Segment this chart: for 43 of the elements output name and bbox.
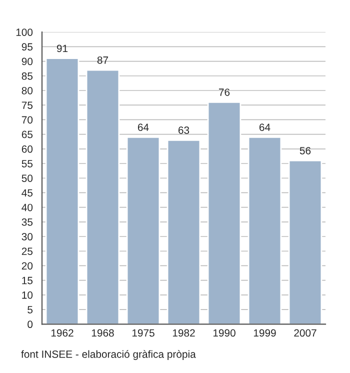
y-tick-label: 85 <box>22 72 33 80</box>
bar <box>166 139 201 324</box>
x-tick-label: 1990 <box>213 329 236 337</box>
data-label: 63 <box>178 126 190 134</box>
x-tick-label: 1982 <box>172 329 195 337</box>
data-label: 76 <box>218 88 230 96</box>
x-tick-label: 1968 <box>92 329 114 337</box>
data-label: 56 <box>300 146 311 154</box>
x-tick-label: 2007 <box>294 329 316 337</box>
y-tick-label: 15 <box>22 276 33 284</box>
x-tick-label: 1962 <box>51 329 74 337</box>
bar <box>126 136 160 324</box>
y-tick-label: 95 <box>22 43 33 51</box>
y-tick-label: 0 <box>28 320 33 328</box>
y-tick-label: 20 <box>22 262 33 270</box>
y-tick-label: 70 <box>22 116 33 124</box>
y-tick-label: 35 <box>22 218 33 226</box>
y-tick-label: 5 <box>28 306 33 314</box>
y-tick-label: 100 <box>16 28 33 36</box>
bar <box>288 160 322 324</box>
y-tick-label: 40 <box>22 204 33 212</box>
bar <box>45 58 80 324</box>
y-tick-label: 55 <box>22 160 33 168</box>
y-tick-label: 60 <box>22 145 33 153</box>
y-tick-label: 45 <box>22 189 33 197</box>
data-label: 87 <box>97 56 108 64</box>
data-label: 91 <box>56 44 68 52</box>
y-tick-label: 80 <box>22 86 33 94</box>
y-tick-label: 75 <box>22 102 33 109</box>
bar <box>248 136 282 324</box>
text: font INSEE - elaboració gràfica pròpia <box>21 350 196 360</box>
data-label: 64 <box>138 124 149 131</box>
data-label: 64 <box>259 124 270 131</box>
y-tick-label: 25 <box>22 248 33 255</box>
bar <box>86 69 120 324</box>
y-tick-label: 10 <box>22 291 33 299</box>
y-tick-label: 30 <box>22 233 33 240</box>
x-tick-label: 1999 <box>254 329 276 337</box>
bar <box>207 101 242 324</box>
y-tick-label: 90 <box>22 58 33 66</box>
y-tick-label: 50 <box>22 174 33 182</box>
x-tick-label: 1975 <box>132 329 154 337</box>
y-tick-label: 65 <box>22 130 33 138</box>
